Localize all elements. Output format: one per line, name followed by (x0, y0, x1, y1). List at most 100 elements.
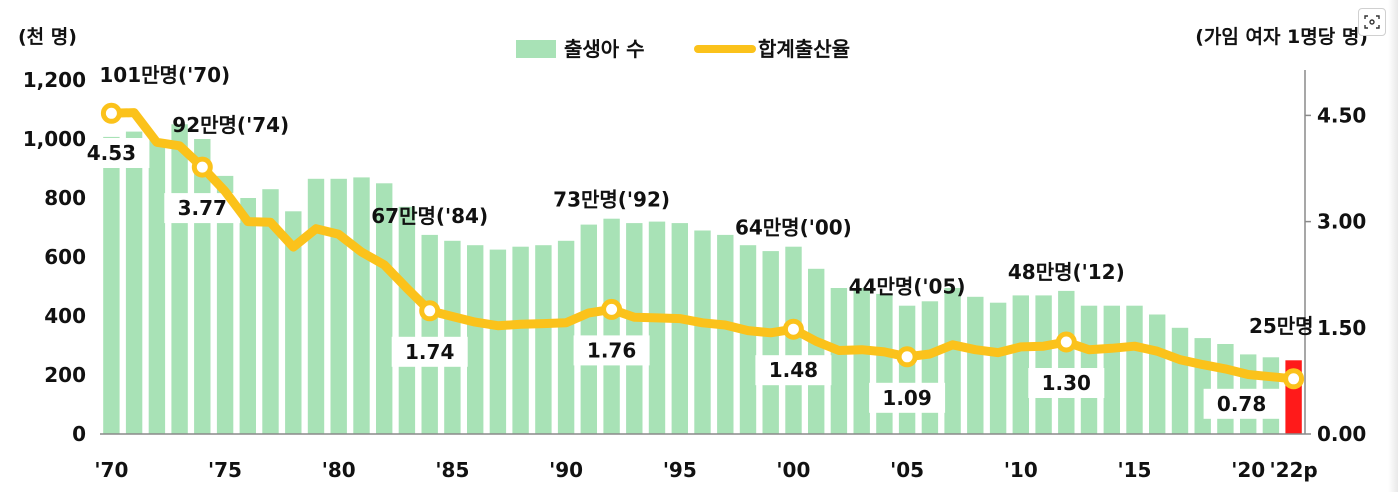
tfr-marker-2012 (1055, 331, 1077, 353)
tfr-label-1984: 1.74 (405, 340, 454, 364)
bar-1988 (512, 246, 529, 434)
tfr-label-boxes (73, 138, 1280, 419)
tfr-label-2012: 1.30 (1042, 371, 1091, 395)
bar-1986 (467, 245, 484, 434)
tfr-label-2000: 1.48 (769, 358, 818, 382)
bar-1993 (626, 223, 643, 434)
bar-1992 (603, 218, 620, 434)
x-tick-label: '95 (663, 458, 697, 482)
window-edge (1388, 0, 1398, 492)
tfr-marker-2005 (896, 346, 918, 368)
tfr-label-box-2022 (1203, 388, 1280, 419)
bar-2015 (1126, 305, 1143, 434)
bar-2012 (1058, 290, 1075, 434)
bar-1998 (739, 245, 757, 434)
legend-bar-label: 출생아 수 (564, 37, 645, 61)
x-tick-label: '22p (1269, 458, 1317, 482)
bar-1976 (239, 198, 256, 434)
bar-2000 (785, 246, 802, 434)
bar-1997 (717, 234, 734, 434)
tfr-line (106, 108, 1299, 384)
tfr-label-2022: 0.78 (1217, 392, 1266, 416)
x-tick-label: '10 (1004, 458, 1038, 482)
bar-1970 (103, 136, 120, 434)
birth-label-1974: 92만명('74) (172, 113, 289, 137)
bar-2014 (1103, 305, 1120, 434)
right-tick-label: 1.50 (1317, 316, 1366, 340)
bar-2006 (921, 301, 939, 435)
birth-label-2000: 64만명('00) (735, 216, 852, 240)
bar-2007 (944, 288, 961, 434)
tfr-label-box-2005 (869, 382, 946, 413)
x-tick-label: '70 (94, 458, 128, 482)
tfr-label-1992: 1.76 (587, 338, 636, 362)
left-tick-label: 200 (44, 363, 86, 387)
bar-1980 (330, 178, 347, 434)
tfr-label-box-1984 (391, 336, 468, 367)
right-tick-label: 4.50 (1317, 103, 1366, 127)
annotations: 4.53 3.77 1.74 1.76 1.48 1.09 1.30 0.78 101만명('7… (87, 63, 1314, 416)
bar-2002 (830, 288, 848, 434)
bar-2009 (989, 302, 1007, 434)
legend: 출생아 수 합계출산율 (516, 37, 850, 61)
x-tick-label: '00 (776, 458, 810, 482)
left-axis-label: (천 명) (18, 26, 77, 48)
x-tick-label: '05 (890, 458, 924, 482)
birth-label-1970: 101만명('70) (99, 63, 230, 87)
bar-1989 (535, 245, 552, 434)
bar-1999 (762, 251, 779, 434)
bar-1987 (489, 249, 507, 434)
left-tick-label: 400 (44, 304, 86, 328)
left-tick-label: 1,000 (23, 127, 86, 151)
bar-1973 (171, 124, 188, 435)
left-tick-label: 600 (44, 245, 86, 269)
bar-2008 (967, 296, 984, 434)
birth-label-1984: 67만명('84) (371, 204, 488, 228)
bar-1990 (557, 240, 575, 434)
bar-2001 (808, 268, 825, 434)
x-tick-label: '15 (1118, 458, 1152, 482)
bar-1994 (648, 221, 666, 434)
x-tick-label: '90 (549, 458, 583, 482)
bar-2016 (1149, 314, 1166, 434)
image-search-button[interactable] (1358, 8, 1386, 36)
legend-bar-swatch (516, 40, 556, 58)
tfr-label-1970: 4.53 (87, 141, 136, 165)
tfr-label-2005: 1.09 (882, 386, 931, 410)
bar-1991 (580, 224, 597, 434)
bar-1977 (262, 189, 279, 434)
x-tick-label: '75 (208, 458, 242, 482)
right-tick-label: 3.00 (1317, 210, 1366, 234)
bar-1984 (421, 234, 438, 434)
bar-1978 (285, 211, 302, 434)
birth-bars (103, 124, 1302, 435)
birth-label-2005: 44만명('05) (849, 275, 966, 299)
tfr-label-box-2012 (1028, 368, 1105, 398)
tfr-label-1974: 3.77 (178, 196, 227, 220)
bar-1974 (194, 139, 211, 434)
bar-1981 (353, 177, 370, 434)
tfr-label-box-2000 (755, 355, 832, 386)
legend-line-label: 합계출산율 (758, 37, 850, 61)
bar-1983 (398, 206, 416, 434)
birth-label-2012: 48만명('12) (1008, 260, 1125, 284)
bar-2003 (853, 288, 870, 434)
tfr-marker-1984 (419, 300, 441, 322)
tfr-marker-1974 (191, 156, 213, 178)
bar-1972 (148, 139, 166, 434)
bar-1995 (671, 223, 688, 434)
bar-2004 (876, 293, 893, 434)
tfr-marker-2000 (782, 318, 804, 340)
bar-2011 (1035, 295, 1052, 434)
bar-1982 (376, 183, 393, 435)
tfr-marker-2022 (1283, 368, 1305, 390)
left-tick-label: 1,200 (23, 68, 86, 92)
bar-1979 (307, 178, 325, 434)
bar-1971 (125, 131, 143, 434)
tfr-marker-1992 (601, 298, 623, 320)
axes: 0 200 400 600 800 1,000 1,200 0.00 1.50 3.00 4.50 '… (23, 68, 1367, 482)
x-tick-label: '80 (322, 458, 356, 482)
tfr-marker-1970 (100, 102, 122, 124)
tfr-label-box-1992 (573, 335, 650, 366)
